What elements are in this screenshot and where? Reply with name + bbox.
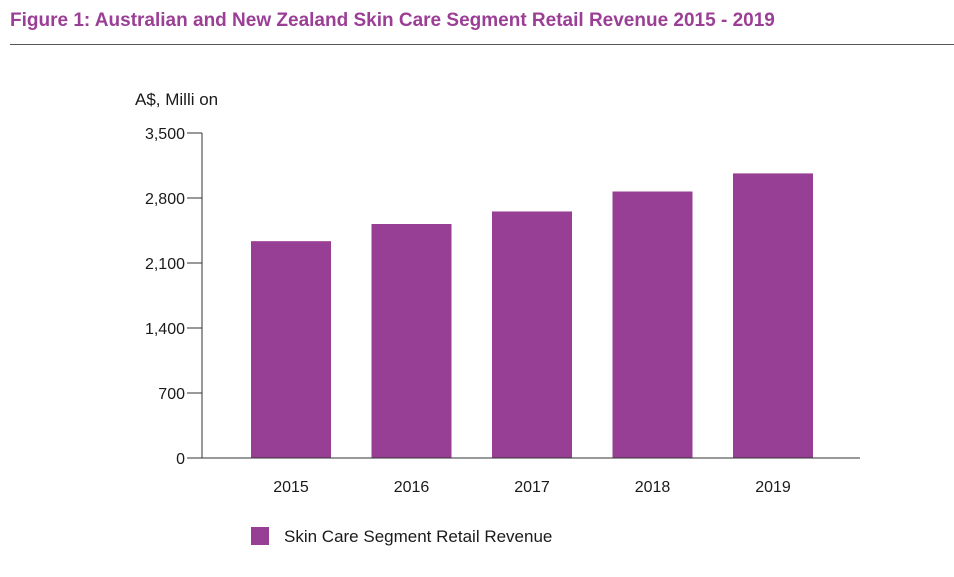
y-axis-ticks: 0 700 1,400 2,100 2,800 3,500 [145, 126, 202, 468]
bar-2015 [251, 241, 331, 458]
y-tick-label: 0 [176, 451, 185, 468]
y-tick-label: 2,800 [145, 191, 185, 208]
legend-label: Skin Care Segment Retail Revenue [284, 527, 552, 546]
y-tick-label: 1,400 [145, 321, 185, 338]
bar-2017 [492, 211, 572, 458]
x-tick-label: 2015 [273, 479, 309, 496]
x-axis-ticks: 2015 2016 2017 2018 2019 [273, 479, 791, 496]
y-tick-label: 700 [158, 386, 185, 403]
x-tick-label: 2017 [514, 479, 550, 496]
y-tick-label: 3,500 [145, 126, 185, 143]
x-tick-label: 2016 [394, 479, 430, 496]
figure-title: Figure 1: Australian and New Zealand Ski… [10, 10, 775, 31]
y-tick-label: 2,100 [145, 256, 185, 273]
legend-swatch [251, 527, 269, 545]
y-axis-unit-label: A$, Milli on [135, 90, 218, 109]
x-tick-label: 2018 [635, 479, 671, 496]
x-tick-label: 2019 [755, 479, 791, 496]
bar-series [251, 173, 813, 458]
bar-2018 [612, 191, 693, 458]
title-divider [10, 44, 954, 45]
legend: Skin Care Segment Retail Revenue [251, 527, 552, 546]
bar-2019 [733, 173, 813, 458]
bar-2016 [371, 224, 452, 458]
